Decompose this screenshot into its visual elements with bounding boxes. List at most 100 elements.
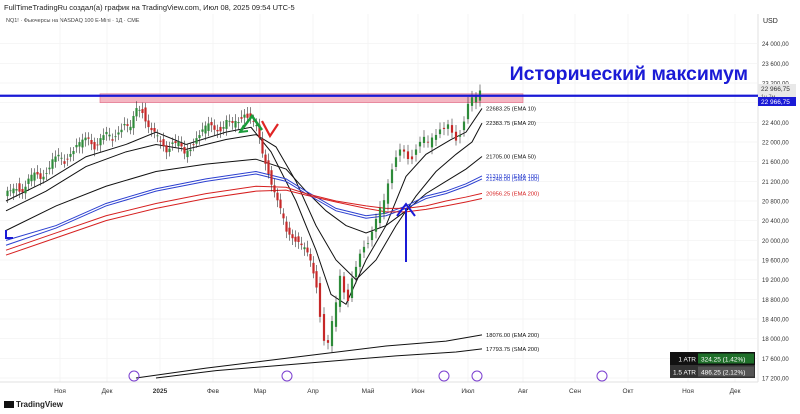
candle-body [326,340,330,343]
candle-body [165,145,168,153]
candle-body [354,266,358,278]
red-arrow-icon [261,120,279,139]
candle-body [225,119,228,129]
x-tick-label: Дек [102,388,113,395]
candle-body [330,321,334,347]
candle-body [297,236,300,242]
candle-body [84,137,87,141]
candle-body [231,121,234,123]
ma-line [5,156,483,234]
x-tick-label: Фев [207,388,220,395]
x-tick-label: Май [362,387,375,395]
event-marker-icon [128,370,140,382]
ma-label: 22683.25 (EMA 10) [486,106,536,112]
candle-body [318,283,322,317]
x-tick-label: Авг [518,388,529,395]
candle-body [350,278,354,299]
atr-1-value: 324.25 (1.42%) [701,357,745,364]
candle-body [438,129,442,135]
candle-body [334,302,338,327]
candle-body [390,169,394,184]
candle-body [129,126,132,131]
candle-body [358,253,362,267]
candle-body [276,192,279,201]
candle-body [6,190,9,197]
x-tick-label: Ноя [682,388,694,395]
candle-body [309,253,312,261]
last-price: 22 966,75 [761,99,790,106]
candle-body [147,120,150,128]
candle-body [186,150,189,158]
y-tick-label: 22 400,00 [762,121,789,127]
candle-body [114,136,117,138]
candle-body [322,314,326,341]
candle-body [374,218,378,232]
candle-body [135,108,138,117]
candle-body [156,135,159,137]
atr-box: 1 ATR 324.25 (1.42%) 1.5 ATR 486.25 (2.1… [670,352,755,378]
candle-body [474,96,478,103]
candle-body [102,135,105,141]
candle-body [120,129,123,133]
y-tick-label: 17 200,00 [762,377,789,383]
atr-15-value: 486.25 (2.12%) [701,370,745,377]
candle-body [312,262,315,274]
candle-body [398,149,402,156]
price-tag-above: 22 966,75 [761,86,790,93]
candle-body [246,113,249,118]
candle-body [57,154,60,157]
candle-body [99,138,102,146]
price-axis[interactable] [758,14,800,382]
candle-body [288,227,291,235]
candle-body [51,159,54,169]
candle-body [470,97,474,106]
candle-body [442,127,446,129]
candle-body [430,137,434,148]
candle-body [219,126,222,132]
event-marker-icon [471,370,483,382]
event-marker-icon [596,370,608,382]
candle-body [153,128,156,132]
x-tick-label: Дек [730,388,741,395]
candle-body [108,134,111,137]
y-tick-label: 20 400,00 [762,219,789,225]
candle-body [48,167,51,170]
candle-body [291,234,294,239]
atr-15-label: 1.5 ATR [673,370,696,377]
candle-body [446,124,450,129]
candle-body [183,146,186,154]
candle-body [198,135,201,139]
footer-brand-text: TradingView [16,400,63,409]
candle-body [27,178,30,184]
candle-body [15,189,18,191]
historic-high-annotation: Исторический максимум [510,63,748,85]
candle-body [342,276,346,293]
y-tick-label: 18 400,00 [762,318,789,324]
price-candles [6,84,482,353]
ma-line [5,173,483,246]
candle-body [234,120,237,128]
ma-line [5,108,483,305]
candle-body [267,160,270,175]
candle-body [204,125,207,134]
candle-body [75,145,78,148]
candle-body [33,172,36,181]
candle-body [458,135,462,137]
currency-label: USD [763,18,778,25]
y-tick-label: 20 000,00 [762,239,789,245]
candle-body [273,185,276,193]
ma-line [5,185,483,251]
candle-body [402,149,406,152]
candle-body [93,142,96,150]
symbol-line: NQ1! · Фьючерсы на NASDAQ 100 E-Mini · 1… [6,18,140,24]
candle-body [126,124,129,126]
candle-body [285,221,288,232]
candle-body [303,247,306,250]
countdown-bg [758,93,796,100]
candle-body [410,156,414,160]
ma-label: 22383.75 (EMA 20) [486,121,536,127]
candle-body [66,158,69,160]
candle-body [9,190,12,192]
green-arrow-icon [238,113,264,134]
